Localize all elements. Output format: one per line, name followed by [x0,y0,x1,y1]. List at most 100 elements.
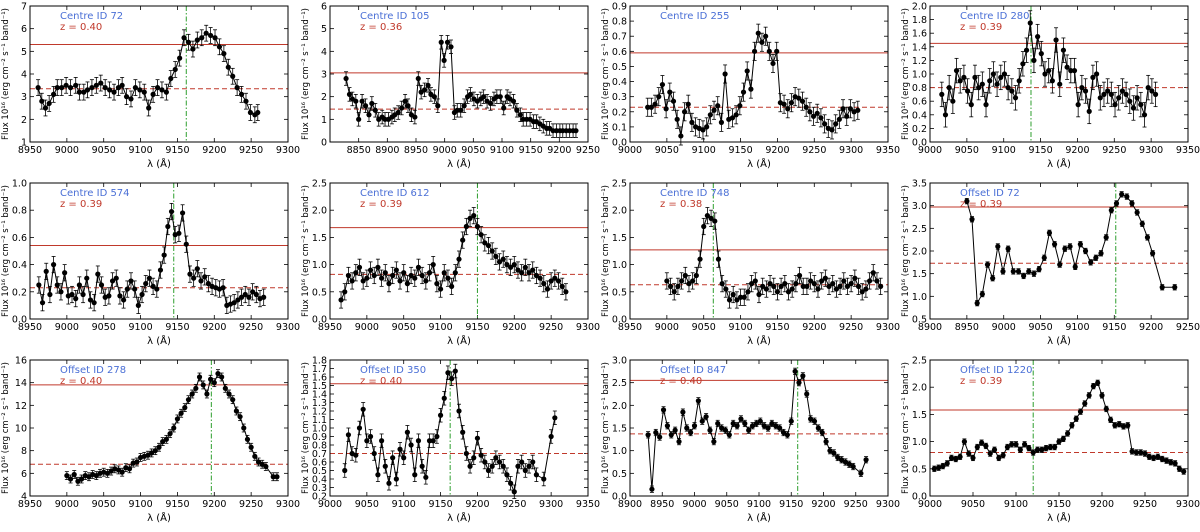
data-point [1090,74,1096,80]
x-tick-label: 9350 [576,499,600,510]
data-point [792,368,798,374]
data-point [43,268,49,274]
data-point [448,44,454,50]
data-point [1068,68,1074,74]
data-point [804,283,810,289]
data-point [208,32,214,39]
data-point [1082,400,1088,407]
data-point [990,275,996,281]
data-point [1090,383,1096,389]
data-point [1005,246,1011,252]
data-point [408,442,414,448]
y-tick-label: 4 [321,47,327,58]
data-point [957,78,963,84]
x-tick-label: 9350 [876,145,900,156]
data-point [1130,105,1137,111]
data-point [755,30,761,36]
data-point [412,275,418,281]
data-point [434,433,440,440]
y-tick-label: 0.8 [612,17,627,28]
x-tick-label: 9100 [128,499,152,510]
data-point [953,456,959,462]
y-axis-label: Flux 10¹⁶ (erg cm⁻² s⁻¹ band⁻¹) [901,8,911,140]
data-point [1138,449,1144,456]
data-point [855,283,862,289]
data-point [968,102,974,108]
data-point [113,275,119,281]
data-point [1005,85,1011,91]
data-point [844,283,851,289]
spectrum-line [38,211,264,308]
data-point [119,469,125,475]
x-tick-label: 9150 [765,322,789,333]
data-point [788,100,795,106]
data-point [425,82,431,88]
data-point [848,281,854,287]
data-point [826,283,832,289]
data-point [774,48,780,54]
data-point [399,105,405,111]
data-point [80,291,86,298]
data-point [496,259,503,265]
data-point [1134,95,1140,101]
x-axis-label: λ (Å) [447,334,471,347]
data-point [663,106,669,112]
data-point [1086,392,1092,398]
x-tick-label: 9000 [55,145,79,156]
panel: 9000 9050 9100 9150 9200 9250 9300 9350 0.0 0.2 0.… [901,2,1200,171]
data-point [780,429,787,436]
data-point [393,267,399,273]
data-point [830,281,836,287]
data-point [653,429,659,436]
x-tick-label: 9000 [918,499,942,510]
x-tick-label: 9300 [876,499,900,510]
data-point [441,270,447,276]
data-point [964,88,971,94]
data-point [829,127,835,133]
data-point [1108,417,1114,423]
data-point [172,66,178,73]
plot-frame [29,5,289,143]
data-point [559,283,565,289]
y-tick-label: 0.5 [612,62,627,73]
data-point [519,459,525,465]
y-tick-label: 4 [21,70,27,81]
data-point [1057,262,1063,268]
data-point [1088,259,1094,265]
plot-frame [929,5,1189,143]
x-axis-label: λ (Å) [1047,511,1071,524]
data-point [800,283,806,289]
redshift-label: z = 0.40 [60,22,102,33]
y-tick-label: 1.0 [312,424,327,435]
data-point [1022,441,1028,447]
x-tick-label: 9300 [276,499,300,510]
data-point [405,103,411,109]
data-point [412,472,418,478]
data-point [35,85,41,91]
data-point [185,397,192,403]
data-point [390,455,396,461]
data-point [964,198,970,204]
y-tick-label: 1.5 [612,233,627,244]
data-point [212,35,218,41]
data-point [667,89,673,95]
x-tick-label: 9200 [202,145,226,156]
x-tick-label: 9050 [955,145,979,156]
y-tick-label: 5 [21,47,27,58]
data-point [704,124,710,130]
x-axis-label: λ (Å) [147,157,171,170]
data-point [141,89,147,95]
data-point [1041,255,1047,261]
data-point [944,460,950,466]
data-point [740,89,747,95]
data-point [722,71,728,77]
y-tick-label: 0.8 [312,441,327,452]
data-point [1146,454,1152,460]
data-point [168,208,175,215]
data-point [463,450,469,457]
data-point [1181,468,1187,475]
data-point [50,262,57,268]
data-point [193,385,199,391]
object-id-label: Centre ID 748 [660,188,730,199]
data-point [1015,268,1022,274]
